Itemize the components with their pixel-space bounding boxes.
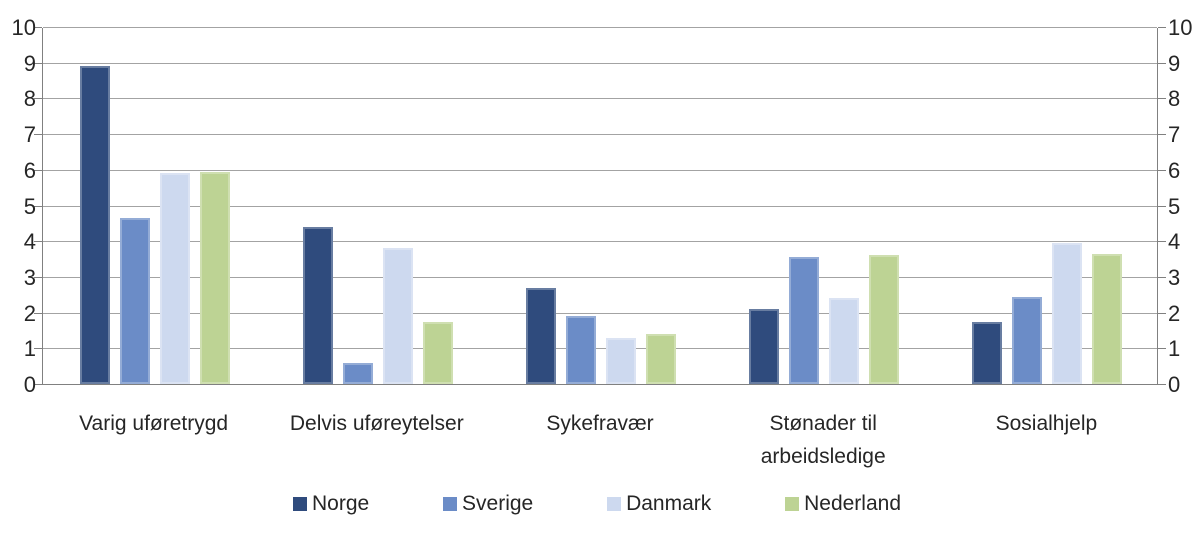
- legend-item-nederland: Nederland: [785, 492, 901, 516]
- legend-swatch-nederland: [785, 497, 800, 511]
- gridline-y-3: [43, 276, 1157, 278]
- y-axis-left-label-5: 5: [23, 193, 36, 219]
- tick-right-7: [1158, 134, 1166, 136]
- category-label-4: Stønader til arbeidsledige: [760, 412, 886, 468]
- bar-nederland-cat1: [199, 171, 230, 384]
- tick-right-5: [1158, 205, 1166, 207]
- tick-left-6: [34, 169, 42, 171]
- tick-left-4: [34, 241, 42, 243]
- tick-right-1: [1158, 348, 1166, 350]
- y-axis-left-label-3: 3: [23, 264, 36, 290]
- y-axis-right-label-4: 4: [1168, 229, 1181, 255]
- x-axis-category-labels: Varig uføretrygd Delvis uføreytelser Sykef…: [42, 407, 1158, 479]
- tick-right-6: [1158, 169, 1166, 171]
- bar-sverige-cat5: [1012, 296, 1043, 384]
- bar-nederland-cat5: [1092, 253, 1123, 384]
- legend-swatch-danmark: [607, 497, 622, 511]
- legend-item-sverige: Sverige: [443, 492, 533, 516]
- y-axis-left-label-4: 4: [23, 229, 36, 255]
- gridline-y-2: [43, 312, 1157, 314]
- bar-sverige-cat2: [342, 362, 373, 384]
- gridline-y-1: [43, 348, 1157, 350]
- y-axis-left-label-9: 9: [23, 50, 36, 76]
- bar-nederland-cat4: [869, 255, 900, 384]
- bar-norge-cat5: [972, 321, 1003, 384]
- tick-right-10: [1158, 27, 1166, 28]
- y-axis-right-label-0: 0: [1168, 372, 1181, 397]
- tick-right-0: [1158, 384, 1166, 385]
- y-axis-right-label-6: 6: [1168, 157, 1181, 183]
- bar-danmark-cat4: [829, 298, 860, 384]
- y-axis-left-label-10: 10: [11, 15, 36, 40]
- y-axis-right-label-5: 5: [1168, 193, 1181, 219]
- y-axis-right-label-10: 10: [1168, 15, 1193, 40]
- y-axis-left-label-1: 1: [23, 336, 36, 362]
- legend-item-danmark: Danmark: [607, 492, 711, 516]
- legend-label-danmark: Danmark: [626, 492, 712, 515]
- y-axis-right-label-3: 3: [1168, 264, 1181, 290]
- tick-left-2: [34, 312, 42, 314]
- y-axis-left-label-7: 7: [23, 122, 36, 148]
- legend-label-sverige: Sverige: [462, 492, 534, 515]
- legend: Norge Sverige Danmark Nederland: [293, 492, 901, 516]
- tick-left-5: [34, 205, 42, 207]
- gridline-y-5: [43, 205, 1157, 207]
- tick-left-3: [34, 276, 42, 278]
- legend-label-nederland: Nederland: [804, 492, 901, 515]
- y-axis-right-label-1: 1: [1168, 336, 1181, 362]
- category-label-1: Varig uføretrygd: [79, 412, 229, 435]
- category-label-3: Sykefravær: [546, 412, 654, 435]
- bar-sverige-cat4: [789, 257, 820, 384]
- bar-norge-cat1: [79, 66, 110, 384]
- y-axis-left-label-2: 2: [23, 300, 36, 326]
- bar-danmark-cat5: [1052, 243, 1083, 384]
- bar-norge-cat4: [749, 309, 780, 384]
- y-axis-right-label-7: 7: [1168, 122, 1181, 148]
- tick-left-0: [34, 384, 42, 385]
- category-label-2: Delvis uføreytelser: [289, 412, 464, 435]
- bar-danmark-cat2: [382, 248, 413, 384]
- legend-item-norge: Norge: [293, 492, 369, 516]
- tick-right-2: [1158, 312, 1166, 314]
- tick-left-10: [34, 27, 42, 28]
- bar-nederland-cat3: [646, 334, 676, 384]
- y-axis-left-label-8: 8: [23, 86, 36, 112]
- y-axis-left-label-0: 0: [23, 372, 36, 397]
- bar-sverige-cat3: [566, 316, 596, 384]
- plot-area: [34, 27, 1166, 385]
- gridline-y-10: [43, 27, 1157, 28]
- bar-sverige-cat1: [119, 218, 150, 384]
- gridline-y-6: [43, 169, 1157, 171]
- gridline-y-4: [43, 241, 1157, 243]
- y-axis-right-label-9: 9: [1168, 50, 1181, 76]
- tick-right-4: [1158, 241, 1166, 243]
- gridline-y-8: [43, 98, 1157, 100]
- tick-right-9: [1158, 62, 1166, 64]
- bar-danmark-cat3: [606, 337, 636, 384]
- tick-left-1: [34, 348, 42, 350]
- tick-left-9: [34, 62, 42, 64]
- bar-norge-cat3: [526, 287, 556, 384]
- tick-left-7: [34, 134, 42, 136]
- y-axis-left-label-6: 6: [23, 157, 36, 183]
- y-axis-right-label-8: 8: [1168, 86, 1181, 112]
- y-axis-right-label-2: 2: [1168, 300, 1181, 326]
- bar-danmark-cat1: [159, 173, 190, 384]
- bar-nederland-cat2: [422, 321, 453, 384]
- tick-right-3: [1158, 276, 1166, 278]
- category-label-5: Sosialhjelp: [995, 412, 1098, 435]
- legend-swatch-norge: [293, 497, 307, 511]
- bar-norge-cat2: [302, 226, 333, 384]
- legend-swatch-sverige: [443, 497, 458, 511]
- gridline-y-7: [43, 134, 1157, 136]
- tick-left-8: [34, 98, 42, 100]
- tick-right-8: [1158, 98, 1166, 100]
- legend-label-norge: Norge: [312, 492, 370, 515]
- gridline-y-9: [43, 62, 1157, 64]
